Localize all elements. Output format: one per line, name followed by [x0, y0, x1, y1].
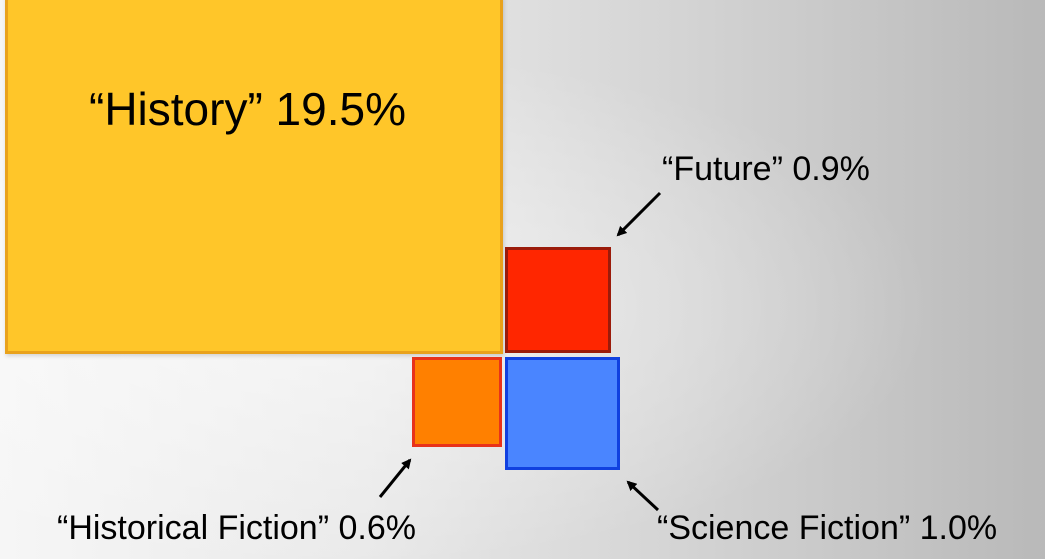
- future-label: “Future” 0.9%: [662, 150, 870, 188]
- science-fiction-box: [505, 357, 620, 470]
- historical-fiction-arrow: [378, 458, 412, 498]
- history-label: “History” 19.5%: [89, 83, 406, 135]
- history-box: [5, 0, 503, 354]
- science-fiction-label: “Science Fiction” 1.0%: [657, 509, 998, 547]
- future-box: [505, 247, 611, 353]
- science-fiction-arrow: [626, 480, 660, 512]
- future-arrow: [616, 191, 662, 237]
- historical-fiction-label: “Historical Fiction” 0.6%: [57, 509, 416, 547]
- historical-fiction-box: [412, 357, 502, 447]
